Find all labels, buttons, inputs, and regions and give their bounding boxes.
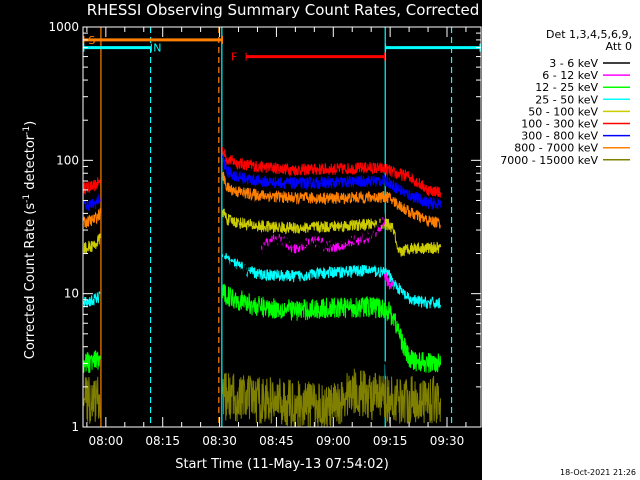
legend-label-8: 7000 - 15000 keV (500, 154, 598, 167)
series-7000-15000-keV-seg-1 (222, 368, 442, 428)
series-25-50-keV-seg-1 (222, 253, 442, 309)
legend-label-2: 12 - 25 keV (535, 81, 598, 94)
series-50-100-keV-seg-1 (222, 208, 442, 257)
legend-panel (482, 0, 640, 480)
chart-title: RHESSI Observing Summary Count Rates, Co… (87, 1, 480, 19)
y-tick-label-10: 10 (64, 287, 79, 301)
x-tick-label-0900: 09:00 (316, 434, 351, 448)
legend-label-5: 100 - 300 keV (521, 118, 598, 131)
series-800-7000-keV-seg-1 (222, 171, 441, 229)
x-tick-label-0800: 08:00 (89, 434, 124, 448)
flag-label-f: F (231, 51, 237, 64)
y-axis-label-mid: detector (23, 134, 38, 194)
series-300-800-keV-seg-0 (83, 193, 101, 211)
legend-label-6: 300 - 800 keV (521, 130, 598, 143)
series-800-7000-keV-seg-0 (83, 208, 101, 228)
y-axis-label: Corrected Count Rate (s-1 detector-1) (22, 121, 38, 359)
y-tick-label-1: 1 (71, 420, 79, 434)
y-axis-label-sup1: -1 (22, 194, 32, 203)
x-tick-label-0915: 09:15 (373, 434, 408, 448)
series-12-25-keV-seg-1 (222, 283, 442, 373)
series-300-800-keV-seg-1 (222, 154, 442, 210)
legend-header-line2: Att 0 (606, 40, 632, 53)
x-axis: 08:00 08:15 08:30 08:45 09:00 09:15 09:30 (86, 27, 467, 448)
y-tick-label-100: 100 (56, 153, 79, 167)
series-25-50-keV-seg-0 (83, 291, 101, 308)
x-tick-label-0845: 08:45 (259, 434, 294, 448)
series-3-6-keV-seg-0 (222, 211, 385, 279)
y-axis-label-end: ) (23, 121, 38, 126)
x-axis-label: Start Time (11-May-13 07:54:02) (175, 457, 389, 472)
y-axis: 1 10 100 1000 (48, 20, 481, 434)
y-axis-label-main: Corrected Count Rate (s (23, 203, 38, 360)
series-100-300-keV-seg-1 (222, 147, 442, 198)
x-tick-label-0930: 09:30 (430, 434, 465, 448)
flag-label-n: N (153, 42, 161, 55)
flag-label-s: S (88, 34, 95, 47)
legend-label-7: 800 - 7000 keV (514, 142, 598, 155)
x-tick-label-0815: 08:15 (145, 434, 180, 448)
y-tick-label-1000: 1000 (48, 20, 79, 34)
x-tick-label-0830: 08:30 (202, 434, 237, 448)
y-axis-label-sup2: -1 (22, 126, 32, 135)
footer-timestamp: 18-Oct-2021 21:26 (560, 468, 636, 477)
legend-label-3: 25 - 50 keV (535, 93, 598, 106)
plot-area: S N F (83, 27, 481, 428)
legend-label-4: 50 - 100 keV (528, 105, 598, 118)
legend-label-0: 3 - 6 keV (549, 57, 598, 70)
series-6-12-keV-seg-1 (384, 272, 395, 290)
series-7000-15000-keV-seg-0 (83, 376, 101, 424)
series-100-300-keV-seg-0 (83, 177, 101, 195)
series-12-25-keV-seg-0 (83, 350, 101, 373)
legend-label-1: 6 - 12 keV (542, 69, 598, 82)
series-50-100-keV-seg-0 (83, 233, 101, 254)
legend-header-line1: Det 1,3,4,5,6,9, (546, 28, 632, 41)
plot-frame (82, 26, 482, 428)
